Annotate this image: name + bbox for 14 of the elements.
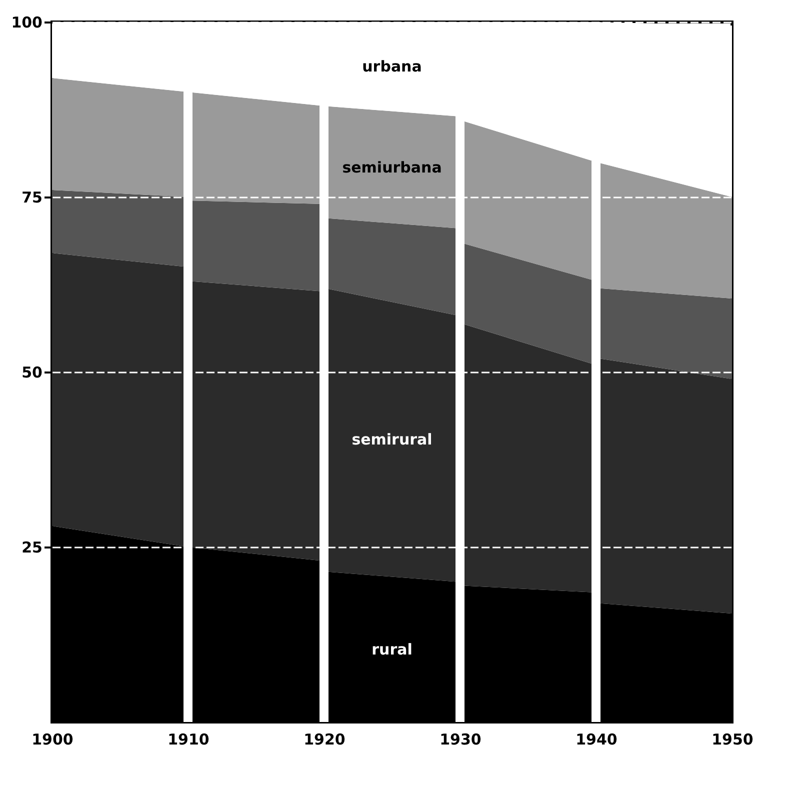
- series-label: urbana: [362, 58, 422, 76]
- y-tick-label: 75: [22, 188, 42, 206]
- y-tick-label: 25: [22, 538, 42, 556]
- x-tick-label: 1900: [32, 730, 74, 748]
- y-tick-label: 50: [22, 364, 42, 382]
- x-tick-label: 1950: [712, 730, 754, 748]
- series-label: semiurbana: [342, 158, 442, 176]
- x-tick-label: 1920: [304, 730, 346, 748]
- series-label: rural: [372, 640, 412, 658]
- x-tick-label: 1910: [168, 730, 210, 748]
- series-label: semirural: [352, 430, 432, 448]
- x-tick-label: 1930: [440, 730, 482, 748]
- x-tick-label: 1940: [576, 730, 618, 748]
- y-tick-label: 100: [11, 14, 42, 32]
